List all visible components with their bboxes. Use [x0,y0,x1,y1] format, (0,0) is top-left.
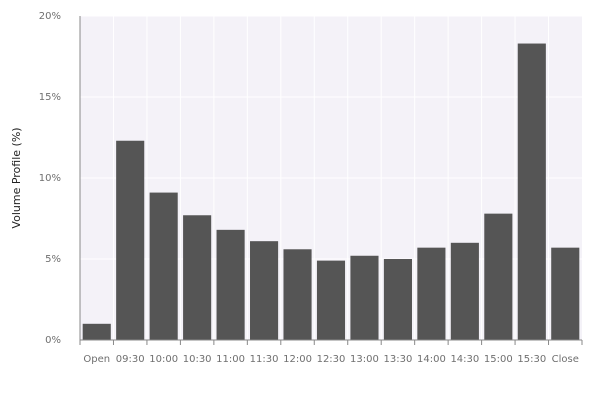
bar-1530 [517,43,546,340]
x-tick-label: 12:30 [317,354,346,365]
x-tick-label: 15:30 [517,354,546,365]
x-tick-label: Close [552,354,579,365]
y-tick-label: 5% [45,254,61,265]
x-tick-label: 11:00 [216,354,245,365]
x-tick-label: 13:30 [384,354,413,365]
y-tick-label: 0% [45,335,61,346]
x-tick-label: 09:30 [116,354,145,365]
bar-1330 [383,259,412,340]
y-tick-labels: 0% 5% 10% 15% 20% [39,11,61,346]
bar-1130 [250,241,279,340]
x-tick-label: 10:30 [183,354,212,365]
bar-1230 [316,260,346,340]
y-axis-title: Volume Profile (%) [10,127,23,228]
y-tick-label: 20% [39,11,61,22]
bar-0930 [116,140,145,340]
bar-1430 [450,242,479,340]
bar-1300 [350,255,379,340]
bar-close [551,247,580,340]
x-tick-label: Open [83,354,110,365]
bar-1200 [283,249,312,340]
y-tick-label: 10% [39,173,61,184]
bar-1000 [149,192,178,340]
axes [79,16,583,345]
bar-open [82,323,111,340]
bar-1400 [417,247,446,340]
y-tick-label: 15% [39,92,61,103]
x-tick-label: 10:00 [149,354,178,365]
x-tick-label: 12:00 [283,354,312,365]
x-tick-labels: Open 09:30 10:00 10:30 11:00 11:30 12:00 12:30 1… [83,354,579,365]
x-tick-label: 14:30 [450,354,479,365]
x-tick-label: 11:30 [250,354,279,365]
x-tick-label: 13:00 [350,354,379,365]
x-tick-label: 15:00 [484,354,513,365]
x-tick-label: 14:00 [417,354,446,365]
bar-1030 [183,215,212,340]
bar-1100 [216,229,245,340]
bar-1500 [484,213,513,340]
bars [82,43,580,340]
